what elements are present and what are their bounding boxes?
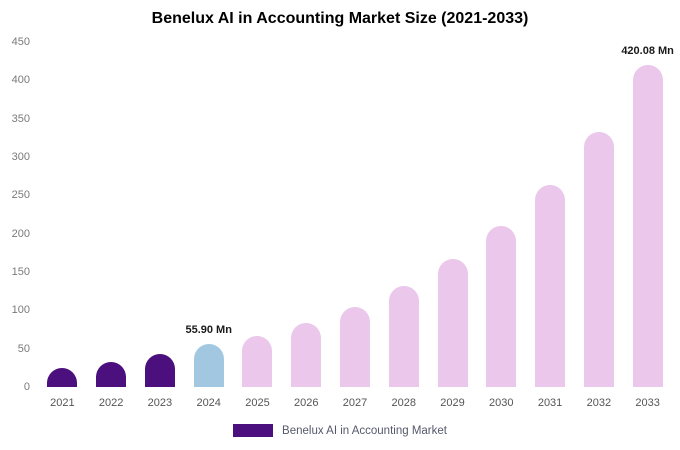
y-tick-label-200: 200 [11,227,30,240]
bar-2027 [340,306,370,387]
plot-area: 55.90 Mn 420.08 Mn [38,42,674,387]
x-tick-label-2026: 2026 [293,397,319,409]
bar-2021 [47,367,78,387]
bar-2026 [291,323,322,387]
bar-value-label-2024: 55.90 Mn [185,324,232,337]
x-tick-label-2029: 2029 [440,397,465,409]
bar-2023 [144,354,175,387]
x-tick-label-2033: 2033 [635,397,660,409]
bar-2031 [535,185,566,387]
y-tick-label-50: 50 [17,342,30,355]
x-tick-label-2022: 2022 [98,397,124,409]
y-tick-label-0: 0 [23,381,30,393]
x-tick-label-2032: 2032 [586,397,612,409]
y-tick-label-350: 350 [11,112,30,125]
bar-2024 [193,344,224,387]
y-tick-label-400: 400 [11,74,30,87]
x-tick-label-2028: 2028 [391,397,417,409]
y-tick-label-250: 250 [11,189,30,202]
x-axis: 2021 2022 2023 2024 2025 2026 2027 2028 2029 2030… [38,395,672,413]
bar-2032 [583,132,614,387]
y-tick-label-450: 450 [11,36,30,48]
x-tick-label-2031: 2031 [537,397,563,409]
bar-2025 [242,336,273,387]
y-tick-label-300: 300 [11,151,30,163]
y-tick-label-150: 150 [11,266,30,278]
x-tick-label-2023: 2023 [147,397,173,409]
x-tick-label-2021: 2021 [50,397,75,409]
bar-2030 [486,226,517,387]
x-tick-label-2025: 2025 [245,397,270,409]
bar-value-label-2033: 420.08 Mn [621,44,674,57]
x-tick-label-2030: 2030 [489,397,514,409]
legend: Benelux AI in Accounting Market [0,424,680,437]
x-tick-label-2024: 2024 [196,397,221,409]
y-axis: 0 50 100 150 200 250 300 350 400 450 [0,36,32,393]
x-tick-label-2027: 2027 [342,397,368,409]
y-tick-label-100: 100 [11,304,30,317]
chart-title: Benelux AI in Accounting Market Size (20… [151,10,529,27]
bar-2033 [632,64,663,387]
bar-2028 [388,285,419,387]
bar-2029 [437,258,468,387]
legend-label: Benelux AI in Accounting Market [282,424,447,437]
bar-2022 [96,362,127,387]
legend-swatch [233,424,274,437]
